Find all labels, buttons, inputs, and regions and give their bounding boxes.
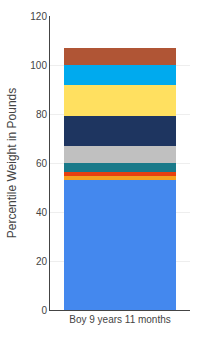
svg-text:40: 40 — [36, 207, 48, 218]
svg-text:Percentile Weight in Pounds: Percentile Weight in Pounds — [5, 88, 19, 239]
svg-text:20: 20 — [36, 256, 48, 267]
svg-text:100: 100 — [30, 60, 47, 71]
svg-text:60: 60 — [36, 158, 48, 169]
svg-text:Boy 9 years 11 months: Boy 9 years 11 months — [69, 314, 171, 325]
svg-text:120: 120 — [30, 11, 47, 22]
svg-text:0: 0 — [41, 305, 47, 316]
svg-text:80: 80 — [36, 109, 48, 120]
